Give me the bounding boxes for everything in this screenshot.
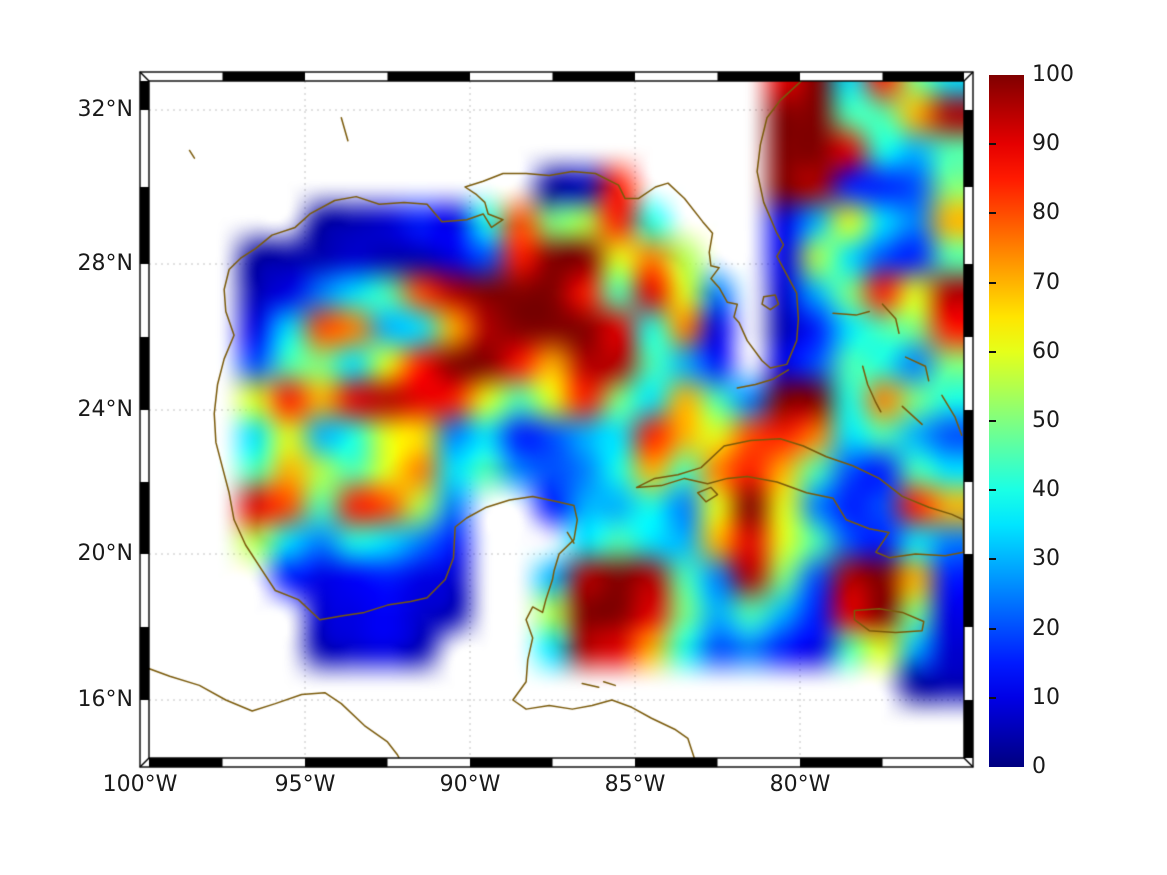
colorbar-tick-label: 50 xyxy=(1032,408,1060,433)
x-tick-label: 95°W xyxy=(274,772,336,797)
colorbar-tick-label: 100 xyxy=(1032,62,1074,87)
colorbar-tick-label: 60 xyxy=(1032,338,1060,364)
colorbar-tick-label: 40 xyxy=(1032,477,1060,503)
colorbar-tick-label: 10 xyxy=(1032,684,1060,710)
y-tick-label: 16°N xyxy=(77,687,133,712)
y-tick-label: 20°N xyxy=(77,541,133,566)
colorbar-tick-mark xyxy=(989,558,996,561)
colorbar-tick-label: 80 xyxy=(1032,200,1060,226)
colorbar xyxy=(989,75,1024,767)
colorbar-tick-mark xyxy=(989,489,996,492)
x-tick-label: 90°W xyxy=(439,772,501,797)
colorbar-tick-label: 30 xyxy=(1032,546,1060,572)
colorbar-tick-mark xyxy=(989,143,996,146)
x-tick-label: 80°W xyxy=(769,772,831,797)
colorbar-tick-mark xyxy=(989,420,996,422)
y-tick-label: 32°N xyxy=(77,97,133,122)
y-tick-label: 28°N xyxy=(77,251,133,276)
colorbar-tick-mark xyxy=(989,212,996,215)
colorbar-tick-label: 70 xyxy=(1032,269,1060,295)
colorbar-tick-label: 20 xyxy=(1032,615,1060,641)
colorbar-tick-mark xyxy=(989,281,996,284)
colorbar-tick-label: 90 xyxy=(1032,131,1060,157)
x-tick-label: 100°W xyxy=(102,772,178,797)
y-tick-label: 24°N xyxy=(77,397,133,422)
colorbar-tick-mark xyxy=(989,627,996,630)
colorbar-tick-mark xyxy=(989,696,996,699)
x-tick-label: 85°W xyxy=(604,772,666,797)
colorbar-tick-mark xyxy=(989,350,996,353)
colorbar-tick-label: 0 xyxy=(1032,754,1046,779)
